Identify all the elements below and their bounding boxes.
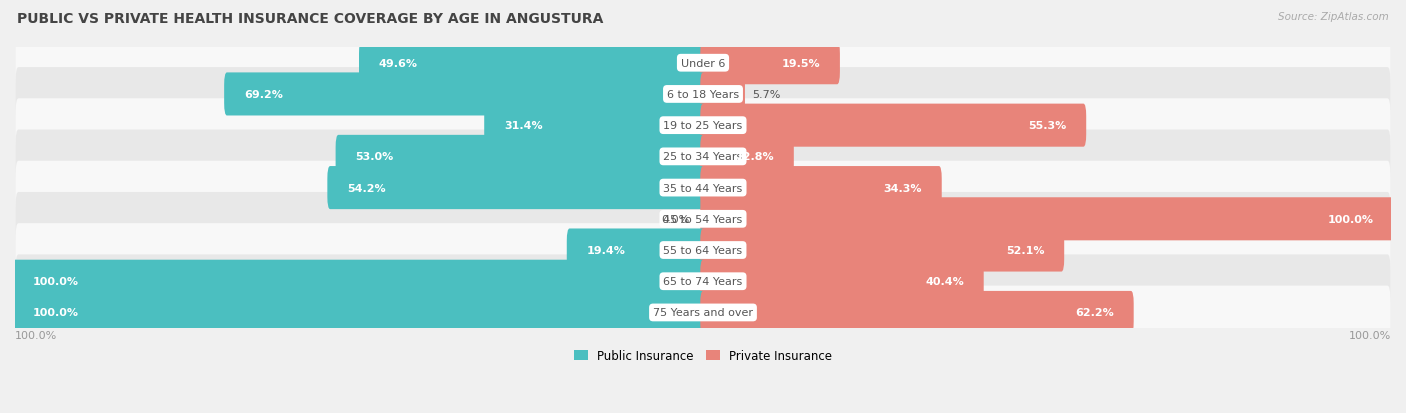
Text: 69.2%: 69.2% <box>245 90 283 100</box>
FancyBboxPatch shape <box>15 37 1391 90</box>
FancyBboxPatch shape <box>700 291 1133 334</box>
Text: 100.0%: 100.0% <box>32 308 79 318</box>
Text: 100.0%: 100.0% <box>32 277 79 287</box>
FancyBboxPatch shape <box>700 73 745 116</box>
FancyBboxPatch shape <box>700 42 839 85</box>
Text: 31.4%: 31.4% <box>505 121 543 131</box>
Text: 54.2%: 54.2% <box>347 183 385 193</box>
Text: 19.4%: 19.4% <box>586 245 626 255</box>
Text: Under 6: Under 6 <box>681 59 725 69</box>
FancyBboxPatch shape <box>700 260 984 303</box>
FancyBboxPatch shape <box>13 260 706 303</box>
Text: 34.3%: 34.3% <box>883 183 922 193</box>
FancyBboxPatch shape <box>15 286 1391 339</box>
FancyBboxPatch shape <box>15 68 1391 121</box>
Text: 5.7%: 5.7% <box>752 90 780 100</box>
Text: 75 Years and over: 75 Years and over <box>652 308 754 318</box>
Text: 100.0%: 100.0% <box>1348 330 1391 340</box>
FancyBboxPatch shape <box>15 255 1391 309</box>
FancyBboxPatch shape <box>15 99 1391 153</box>
Text: 0.0%: 0.0% <box>661 214 689 224</box>
Text: 40.4%: 40.4% <box>925 277 963 287</box>
Text: 65 to 74 Years: 65 to 74 Years <box>664 277 742 287</box>
FancyBboxPatch shape <box>359 42 706 85</box>
Text: 53.0%: 53.0% <box>356 152 394 162</box>
FancyBboxPatch shape <box>15 130 1391 184</box>
FancyBboxPatch shape <box>15 192 1391 246</box>
Text: Source: ZipAtlas.com: Source: ZipAtlas.com <box>1278 12 1389 22</box>
Text: 12.8%: 12.8% <box>735 152 773 162</box>
FancyBboxPatch shape <box>15 223 1391 277</box>
Text: 55 to 64 Years: 55 to 64 Years <box>664 245 742 255</box>
Text: 62.2%: 62.2% <box>1076 308 1114 318</box>
FancyBboxPatch shape <box>700 104 1087 147</box>
Text: 25 to 34 Years: 25 to 34 Years <box>664 152 742 162</box>
FancyBboxPatch shape <box>484 104 706 147</box>
Text: 19 to 25 Years: 19 to 25 Years <box>664 121 742 131</box>
Text: 19.5%: 19.5% <box>782 59 820 69</box>
FancyBboxPatch shape <box>328 167 706 210</box>
FancyBboxPatch shape <box>700 229 1064 272</box>
Text: 6 to 18 Years: 6 to 18 Years <box>666 90 740 100</box>
Text: 100.0%: 100.0% <box>15 330 58 340</box>
Legend: Public Insurance, Private Insurance: Public Insurance, Private Insurance <box>569 345 837 367</box>
FancyBboxPatch shape <box>224 73 706 116</box>
Text: 55.3%: 55.3% <box>1028 121 1066 131</box>
Text: PUBLIC VS PRIVATE HEALTH INSURANCE COVERAGE BY AGE IN ANGUSTURA: PUBLIC VS PRIVATE HEALTH INSURANCE COVER… <box>17 12 603 26</box>
FancyBboxPatch shape <box>700 167 942 210</box>
Text: 52.1%: 52.1% <box>1005 245 1045 255</box>
FancyBboxPatch shape <box>700 135 794 178</box>
FancyBboxPatch shape <box>336 135 706 178</box>
FancyBboxPatch shape <box>13 291 706 334</box>
Text: 49.6%: 49.6% <box>380 59 418 69</box>
Text: 45 to 54 Years: 45 to 54 Years <box>664 214 742 224</box>
FancyBboxPatch shape <box>15 161 1391 215</box>
Text: 100.0%: 100.0% <box>1327 214 1374 224</box>
FancyBboxPatch shape <box>700 198 1393 241</box>
Text: 35 to 44 Years: 35 to 44 Years <box>664 183 742 193</box>
FancyBboxPatch shape <box>567 229 706 272</box>
